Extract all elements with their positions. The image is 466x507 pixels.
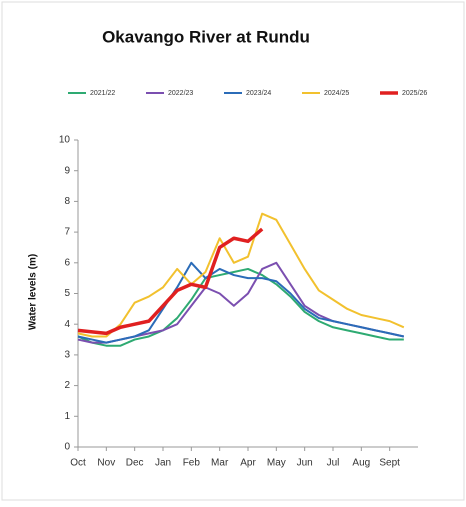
y-axis-label: Water levels (m)	[28, 254, 39, 330]
series-line	[77, 267, 404, 347]
y-tick-label: 0	[64, 442, 70, 453]
legend-label: 2022/23	[168, 90, 193, 97]
x-tick-label: Aug	[352, 458, 370, 469]
x-tick-label: Jul	[327, 458, 340, 469]
x-tick-label: Oct	[70, 458, 86, 469]
y-tick-label: 5	[64, 288, 70, 299]
y-tick-label: 8	[64, 196, 70, 207]
y-tick-label: 9	[64, 165, 70, 176]
series-line	[77, 227, 264, 336]
legend-label: 2023/24	[246, 90, 271, 97]
x-tick-label: Mar	[211, 458, 229, 469]
x-tick-label: Feb	[183, 458, 201, 469]
legend-label: 2025/26	[402, 90, 427, 97]
chart-title: Okavango River at Rundu	[102, 27, 310, 46]
y-tick-label: 3	[64, 350, 70, 361]
x-tick-label: Dec	[126, 458, 144, 469]
y-tick-label: 4	[64, 319, 70, 330]
x-tick-label: Jan	[155, 458, 171, 469]
y-tick-label: 6	[64, 257, 70, 268]
x-tick-label: Nov	[97, 458, 115, 469]
y-tick-label: 1	[64, 411, 70, 422]
series-line	[77, 212, 405, 338]
x-tick-label: Apr	[240, 458, 256, 469]
legend-label: 2021/22	[90, 90, 115, 97]
series-line	[77, 261, 405, 344]
legend-label: 2024/25	[324, 90, 349, 97]
y-tick-label: 10	[59, 135, 71, 146]
y-tick-label: 2	[64, 380, 70, 391]
y-tick-label: 7	[64, 227, 70, 238]
x-tick-label: Jun	[297, 458, 313, 469]
x-tick-label: May	[267, 458, 286, 469]
x-tick-label: Sept	[379, 458, 400, 469]
